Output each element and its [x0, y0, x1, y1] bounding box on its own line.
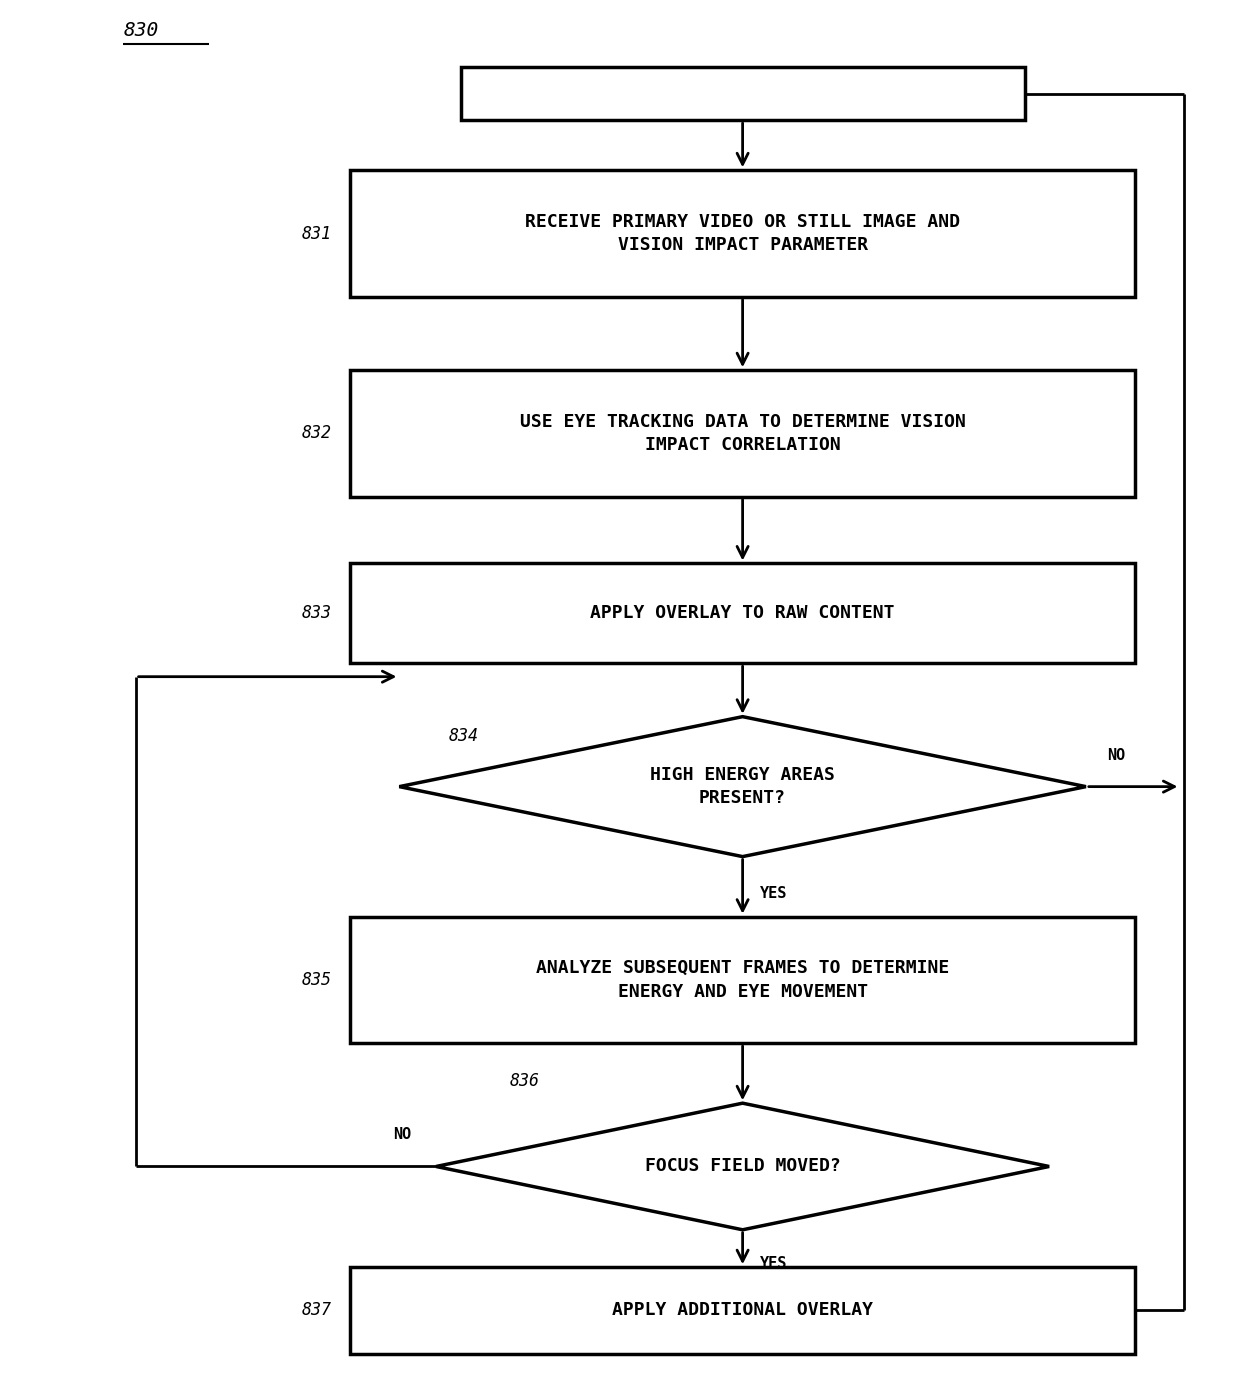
- Text: APPLY ADDITIONAL OVERLAY: APPLY ADDITIONAL OVERLAY: [613, 1302, 873, 1319]
- FancyBboxPatch shape: [350, 917, 1135, 1043]
- Text: YES: YES: [760, 1256, 787, 1271]
- FancyBboxPatch shape: [350, 563, 1135, 664]
- Text: 831: 831: [301, 224, 332, 242]
- FancyBboxPatch shape: [350, 1267, 1135, 1354]
- Text: 837: 837: [301, 1302, 332, 1319]
- FancyBboxPatch shape: [350, 171, 1135, 297]
- FancyBboxPatch shape: [460, 67, 1024, 120]
- Text: APPLY OVERLAY TO RAW CONTENT: APPLY OVERLAY TO RAW CONTENT: [590, 605, 895, 623]
- Text: 835: 835: [301, 970, 332, 988]
- FancyBboxPatch shape: [350, 370, 1135, 497]
- Text: HIGH ENERGY AREAS
PRESENT?: HIGH ENERGY AREAS PRESENT?: [650, 766, 835, 808]
- Text: USE EYE TRACKING DATA TO DETERMINE VISION
IMPACT CORRELATION: USE EYE TRACKING DATA TO DETERMINE VISIO…: [520, 413, 966, 454]
- Text: 836: 836: [510, 1072, 539, 1089]
- Text: NO: NO: [393, 1127, 410, 1142]
- Text: ANALYZE SUBSEQUENT FRAMES TO DETERMINE
ENERGY AND EYE MOVEMENT: ANALYZE SUBSEQUENT FRAMES TO DETERMINE E…: [536, 959, 950, 1001]
- Text: 832: 832: [301, 424, 332, 442]
- Text: FOCUS FIELD MOVED?: FOCUS FIELD MOVED?: [645, 1158, 841, 1176]
- Polygon shape: [436, 1103, 1049, 1229]
- Polygon shape: [399, 717, 1086, 857]
- Text: NO: NO: [1107, 748, 1126, 763]
- Text: RECEIVE PRIMARY VIDEO OR STILL IMAGE AND
VISION IMPACT PARAMETER: RECEIVE PRIMARY VIDEO OR STILL IMAGE AND…: [525, 213, 960, 255]
- Text: 833: 833: [301, 605, 332, 623]
- Text: 830: 830: [124, 21, 159, 41]
- Text: YES: YES: [760, 886, 787, 902]
- Text: 834: 834: [449, 728, 479, 745]
